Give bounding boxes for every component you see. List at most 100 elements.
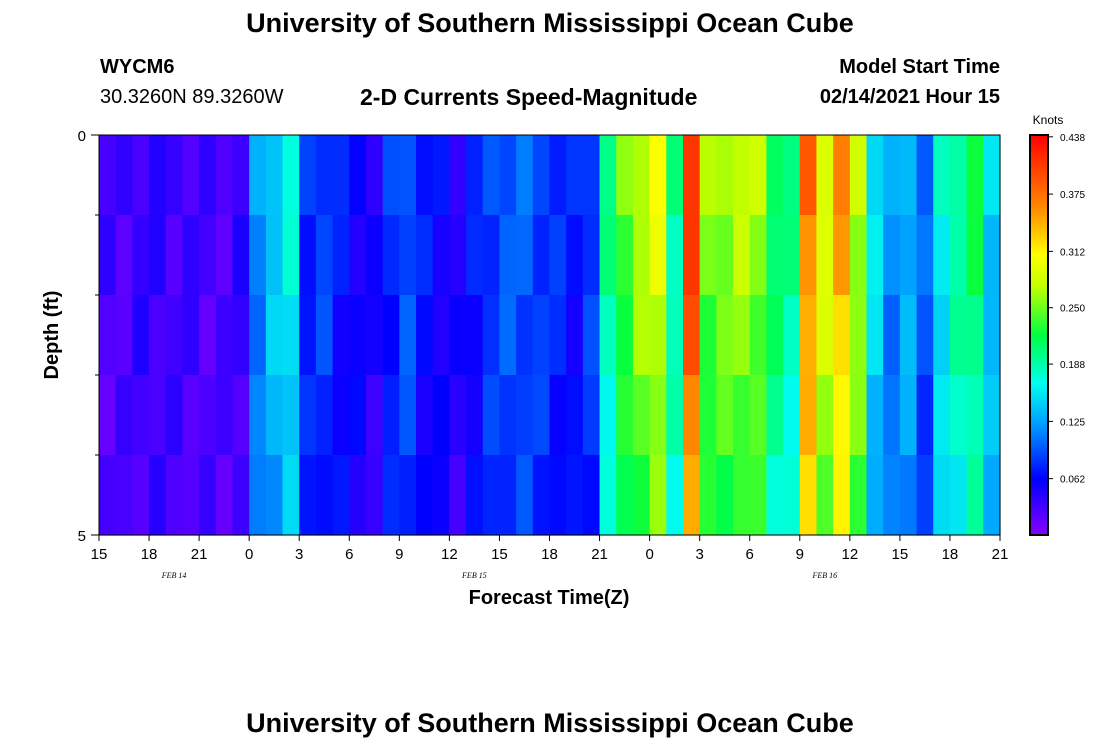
heatmap-cell (582, 455, 601, 536)
heatmap-cell (699, 135, 717, 216)
colorbar-tick-label: 0.375 (1060, 190, 1085, 201)
heatmap-cell (315, 215, 334, 296)
x-tick-label: 18 (541, 546, 558, 563)
heatmap-cell (499, 295, 517, 376)
heatmap-cell (666, 455, 684, 536)
heatmap-cell (666, 215, 684, 296)
station-id: WYCM6 (100, 56, 175, 78)
colorbar-tick-label: 0.125 (1060, 417, 1085, 428)
heatmap-cell (516, 135, 534, 216)
heatmap-cell (816, 295, 834, 376)
heatmap-cell (499, 135, 517, 216)
heatmap-cell (382, 295, 400, 376)
heatmap-cell (265, 135, 284, 216)
x-tick-label: 6 (746, 546, 754, 563)
heatmap-cell (749, 295, 768, 376)
heatmap-cell (833, 215, 851, 296)
heatmap-cell (532, 215, 551, 296)
heatmap-cell (682, 295, 701, 376)
x-tick-label: 12 (841, 546, 858, 563)
heatmap-cell (616, 375, 634, 456)
heatmap-cell (265, 375, 284, 456)
heatmap-cell (232, 375, 250, 456)
heatmap-cell (532, 295, 551, 376)
heatmap-cell (616, 295, 634, 376)
heatmap-cell (132, 135, 150, 216)
heatmap-cell (749, 215, 768, 296)
heatmap-cell (816, 135, 834, 216)
x-tick-label: 9 (395, 546, 403, 563)
heatmap-cell (816, 375, 834, 456)
heatmap-cell (232, 215, 250, 296)
heatmap-cell (799, 375, 818, 456)
heatmap-cell (799, 455, 818, 536)
heatmap-cell (182, 455, 200, 536)
model-start-label: Model Start Time (839, 56, 1000, 78)
heatmap-cell (632, 375, 651, 456)
heatmap-cell (449, 215, 467, 296)
heatmap-cell (199, 375, 217, 456)
heatmap-cell (883, 135, 901, 216)
heatmap-cell (482, 135, 501, 216)
heatmap-cell (783, 135, 801, 216)
heatmap-cell (883, 215, 901, 296)
heatmap-cell (482, 215, 501, 296)
heatmap-cell (816, 215, 834, 296)
heatmap-cell (399, 215, 417, 296)
heatmap-cell (849, 375, 868, 456)
heatmap-cell (115, 135, 133, 216)
heatmap-cell (799, 135, 818, 216)
heatmap-cell (365, 295, 384, 376)
heatmap-cell (983, 455, 1001, 536)
heatmap-cell (365, 215, 384, 296)
heatmap-cell (933, 215, 951, 296)
heatmap-cell (232, 455, 250, 536)
heatmap-cell (416, 215, 434, 296)
colorbar (1029, 134, 1049, 536)
heatmap-cell (315, 375, 334, 456)
heatmap-cell (632, 455, 651, 536)
heatmap-cell (365, 375, 384, 456)
heatmap-cell (115, 215, 133, 296)
heatmap-cell (215, 295, 234, 376)
heatmap-cell (949, 215, 968, 296)
heatmap-cell (916, 375, 934, 456)
colorbar-tick-label: 0.188 (1060, 360, 1085, 371)
heatmap-cell (199, 455, 217, 536)
heatmap-cell (182, 295, 200, 376)
heatmap-cells (99, 135, 1001, 536)
heatmap-cell (916, 455, 934, 536)
heatmap-cell (666, 375, 684, 456)
heatmap-cell (983, 215, 1001, 296)
heatmap-cell (365, 455, 384, 536)
heatmap-cell (749, 375, 768, 456)
heatmap-cell (599, 455, 617, 536)
heatmap-cell (99, 295, 117, 376)
heatmap-cell (799, 215, 818, 296)
heatmap-cell (249, 455, 267, 536)
heatmap-cell (716, 375, 734, 456)
x-tick-label: 21 (591, 546, 608, 563)
heatmap-cell (949, 455, 968, 536)
heatmap-cell (332, 375, 350, 456)
y-axis-label: Depth (ft) (41, 291, 63, 380)
heatmap-cell (382, 135, 400, 216)
heatmap-cell (332, 455, 350, 536)
heatmap-cell (582, 215, 601, 296)
heatmap-cell (783, 375, 801, 456)
heatmap-cell (282, 135, 300, 216)
heatmap-cell (382, 455, 400, 536)
heatmap-cell (115, 455, 133, 536)
heatmap-cell (516, 455, 534, 536)
heatmap-cell (833, 135, 851, 216)
heatmap-cell (599, 375, 617, 456)
heatmap-cell (199, 135, 217, 216)
heatmap-cell (449, 375, 467, 456)
heatmap-cell (933, 295, 951, 376)
heatmap-cell (566, 455, 584, 536)
heatmap-cell (432, 215, 450, 296)
heatmap-cell (716, 455, 734, 536)
heatmap-cell (949, 375, 968, 456)
x-tick-label: 18 (942, 546, 959, 563)
heatmap-cell (666, 295, 684, 376)
